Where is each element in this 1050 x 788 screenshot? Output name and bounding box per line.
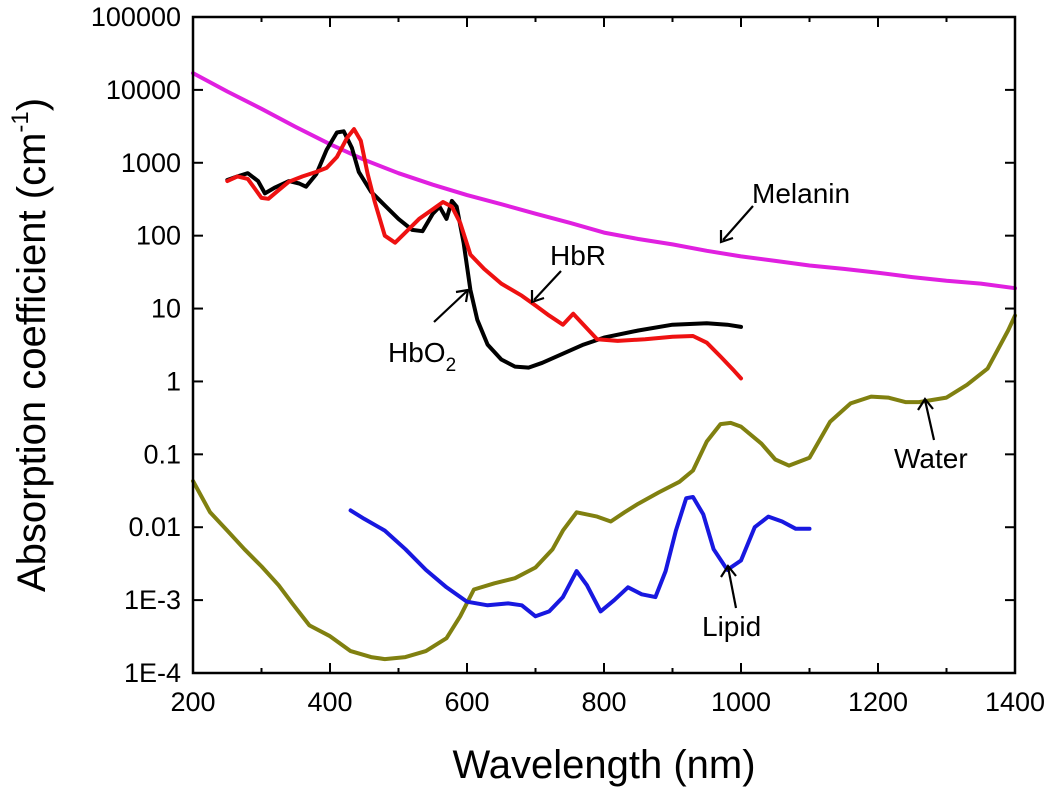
x-tick-label: 200	[170, 687, 215, 717]
series-layer	[191, 71, 1017, 662]
annotation-lipid: Lipid	[702, 611, 761, 642]
plot-frame	[191, 15, 1017, 675]
x-tick-label: 1400	[985, 687, 1045, 717]
y-axis-title-main: Absorption coefficient (cm	[10, 133, 54, 592]
y-axis-title: Absorption coefficient (cm-1)	[7, 98, 54, 592]
annotation-water-arrowhead	[917, 397, 934, 411]
annotation-hbr: HbR	[550, 240, 606, 271]
annotation-hbo2-sub: 2	[446, 355, 457, 376]
y-tick-label: 0.1	[143, 439, 181, 469]
annotation-hbo2-arrowhead	[455, 288, 470, 303]
y-tick-label: 1000	[121, 148, 181, 178]
annotation-water: Water	[894, 443, 968, 474]
annotation-melanin-arrow	[722, 205, 754, 241]
y-axis-title-close: )	[10, 98, 54, 111]
y-tick-label: 1	[166, 366, 181, 396]
annotation-water-arrow	[923, 399, 936, 441]
x-tick-label: 800	[581, 687, 626, 717]
y-tick-label: 100	[136, 221, 181, 251]
tick-layer: 200 400 600 800 1000 1200 1400 1E-4 1E-3 0.01 0.1 1…	[91, 2, 1045, 717]
series-line-hbo2	[225, 129, 743, 370]
annotation-hbo2-arrow	[433, 290, 468, 323]
annotation-lipid-arrow	[726, 566, 738, 609]
x-axis-title: Wavelength (nm)	[452, 743, 755, 787]
annotation-hbr-arrowhead	[530, 290, 545, 304]
annotation-melanin-arrowhead	[719, 230, 734, 244]
series-line-water	[191, 313, 1017, 662]
annotation-lipid-arrowhead	[720, 564, 737, 578]
annotation-hbr-arrow	[533, 270, 562, 301]
x-tick-label: 1000	[711, 687, 771, 717]
x-tick-label: 600	[444, 687, 489, 717]
annotation-hbo2-main: HbO	[388, 337, 446, 368]
x-tick-label: 1200	[848, 687, 908, 717]
y-tick-label: 0.01	[128, 512, 181, 542]
y-tick-label: 10000	[106, 75, 181, 105]
y-tick-label: 10	[151, 294, 181, 324]
x-tick-label: 400	[307, 687, 352, 717]
annotation-melanin: Melanin	[752, 178, 850, 209]
series-line-lipid	[348, 495, 812, 619]
y-tick-label: 100000	[91, 2, 181, 32]
y-axis-title-sup: -1	[7, 111, 34, 132]
annotation-hbo2: HbO2	[388, 337, 456, 376]
y-tick-label: 1E-4	[124, 658, 181, 688]
y-tick-label: 1E-3	[124, 585, 181, 615]
series-line-hbr	[225, 127, 743, 381]
